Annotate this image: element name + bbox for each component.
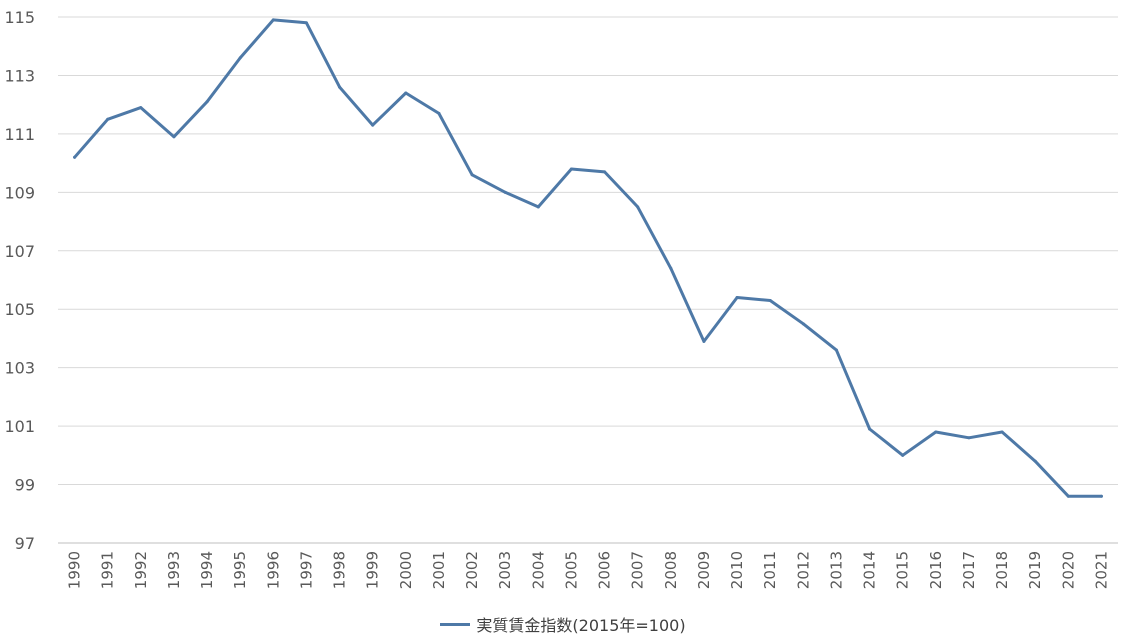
x-tick-label: 1996 bbox=[264, 551, 282, 589]
data-point bbox=[106, 117, 110, 121]
x-tick-label: 2013 bbox=[827, 551, 845, 589]
data-point bbox=[868, 427, 872, 431]
x-tick-label: 2010 bbox=[728, 551, 746, 589]
data-point bbox=[73, 155, 77, 159]
data-point bbox=[702, 339, 706, 343]
x-tick-label: 1997 bbox=[297, 551, 315, 589]
data-point bbox=[735, 296, 739, 300]
data-point bbox=[1000, 430, 1004, 434]
data-point bbox=[1066, 494, 1070, 498]
x-tick-label: 2008 bbox=[662, 551, 680, 589]
x-tick-label: 2018 bbox=[993, 551, 1011, 589]
x-tick-label: 2012 bbox=[794, 551, 812, 589]
data-point bbox=[205, 100, 209, 104]
data-point bbox=[636, 205, 640, 209]
y-tick-label: 103 bbox=[4, 359, 35, 378]
data-point bbox=[437, 111, 441, 115]
y-tick-label: 115 bbox=[4, 8, 35, 27]
series-layer bbox=[73, 18, 1103, 498]
data-point bbox=[1099, 494, 1103, 498]
data-point bbox=[801, 322, 805, 326]
x-tick-label: 2011 bbox=[761, 551, 779, 589]
data-point bbox=[967, 436, 971, 440]
x-tick-label: 2000 bbox=[397, 551, 415, 589]
y-tick-label: 105 bbox=[4, 300, 35, 319]
legend-swatch bbox=[440, 623, 471, 626]
x-tick-label: 2006 bbox=[596, 551, 614, 589]
data-point bbox=[304, 21, 308, 25]
x-tick-label: 1999 bbox=[364, 551, 382, 589]
data-point bbox=[1033, 459, 1037, 463]
data-point bbox=[404, 91, 408, 95]
x-tick-label: 1990 bbox=[66, 551, 84, 589]
y-tick-label: 107 bbox=[4, 242, 35, 261]
x-tick-label: 1998 bbox=[331, 551, 349, 589]
x-tick-label: 2021 bbox=[1092, 551, 1110, 589]
x-tick-label: 2015 bbox=[894, 551, 912, 589]
data-point bbox=[669, 266, 673, 270]
data-point bbox=[371, 123, 375, 127]
data-point bbox=[768, 298, 772, 302]
y-tick-label: 111 bbox=[4, 125, 35, 144]
data-point bbox=[536, 205, 540, 209]
data-point bbox=[503, 190, 507, 194]
y-tick-label: 109 bbox=[4, 183, 35, 202]
x-tick-label: 2020 bbox=[1059, 551, 1077, 589]
data-point bbox=[834, 348, 838, 352]
series-line bbox=[73, 18, 1103, 498]
data-point bbox=[271, 18, 275, 22]
data-point bbox=[139, 106, 143, 110]
legend: 実質賃金指数(2015年=100) bbox=[0, 612, 1126, 636]
x-tick-label: 2009 bbox=[695, 551, 713, 589]
gridlines bbox=[58, 16, 1118, 486]
x-tick-label: 1994 bbox=[198, 551, 216, 589]
legend-label: 実質賃金指数(2015年=100) bbox=[476, 616, 686, 635]
x-tick-label: 2001 bbox=[430, 551, 448, 589]
x-tick-label: 1995 bbox=[231, 551, 249, 589]
x-tick-label: 2007 bbox=[629, 551, 647, 589]
data-point bbox=[172, 135, 176, 139]
y-tick-label: 101 bbox=[4, 417, 35, 436]
x-axis-tick-labels: 1990 1991 1992 1993 1994 1995 1996 1997 1998 1999… bbox=[66, 551, 1111, 589]
data-point bbox=[470, 173, 474, 177]
x-tick-label: 1991 bbox=[99, 551, 117, 589]
y-axis-tick-labels: 97 99 101 103 105 107 109 111 113 115 bbox=[4, 8, 35, 553]
data-point bbox=[569, 167, 573, 171]
data-point bbox=[238, 56, 242, 60]
x-tick-label: 2014 bbox=[861, 551, 879, 589]
x-tick-label: 2003 bbox=[496, 551, 514, 589]
x-tick-label: 2017 bbox=[960, 551, 978, 589]
data-point bbox=[901, 453, 905, 457]
x-tick-label: 2016 bbox=[927, 551, 945, 589]
y-tick-label: 99 bbox=[15, 476, 35, 495]
data-point bbox=[338, 85, 342, 89]
x-tick-label: 1993 bbox=[165, 551, 183, 589]
x-tick-label: 2004 bbox=[529, 551, 547, 589]
y-tick-label: 113 bbox=[4, 66, 35, 85]
x-tick-label: 2005 bbox=[562, 551, 580, 589]
x-tick-label: 2002 bbox=[463, 551, 481, 589]
x-tick-label: 2019 bbox=[1026, 551, 1044, 589]
y-tick-label: 97 bbox=[15, 534, 35, 553]
data-point bbox=[934, 430, 938, 434]
data-point bbox=[603, 170, 607, 174]
x-tick-label: 1992 bbox=[132, 551, 150, 589]
